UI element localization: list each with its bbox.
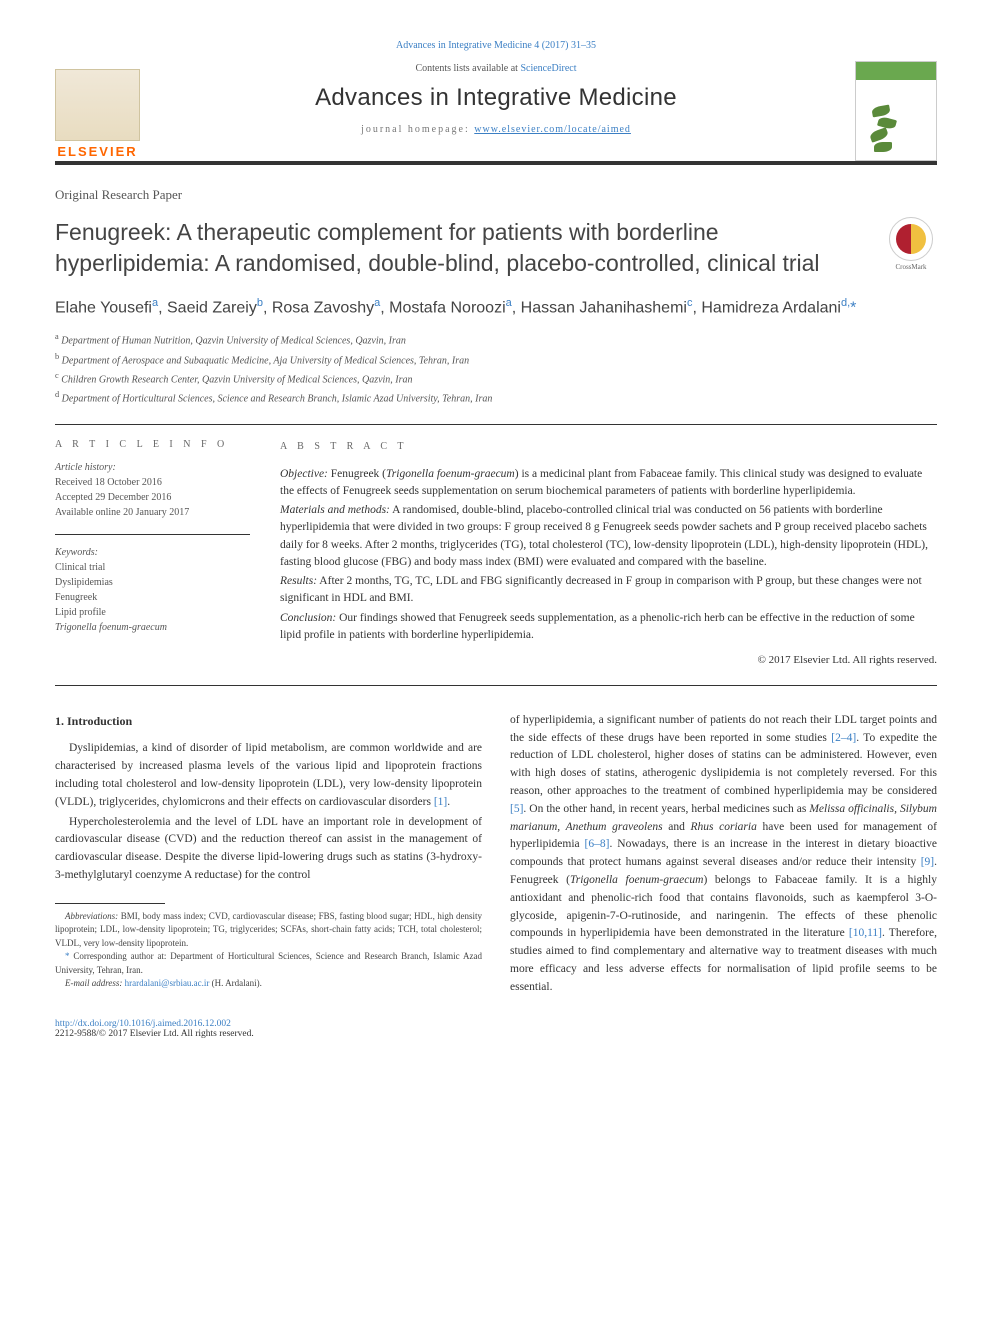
journal-name: Advances in Integrative Medicine [145, 84, 847, 112]
ref-link[interactable]: [10,11] [849, 927, 882, 939]
abstract-copyright: © 2017 Elsevier Ltd. All rights reserved… [280, 652, 937, 669]
journal-homepage-link[interactable]: www.elsevier.com/locate/aimed [474, 124, 631, 135]
crossmark-icon [896, 224, 926, 254]
article-history-label: Article history: [55, 460, 250, 475]
author-list: Elahe Yousefia, Saeid Zareiyb, Rosa Zavo… [55, 295, 937, 320]
affiliation-line: d Department of Horticultural Sciences, … [55, 388, 937, 407]
right-column: of hyperlipidemia, a significant number … [510, 712, 937, 999]
article-info-heading: A R T I C L E I N F O [55, 439, 250, 450]
abbreviations-text: BMI, body mass index; CVD, cardiovascula… [55, 911, 482, 948]
keywords-label: Keywords: [55, 545, 250, 560]
keyword: Fenugreek [55, 590, 250, 605]
abbreviations-label: Abbreviations: [65, 911, 118, 921]
sciencedirect-link[interactable]: ScienceDirect [520, 63, 576, 74]
doi-link[interactable]: http://dx.doi.org/10.1016/j.aimed.2016.1… [55, 1019, 231, 1029]
issn-copyright: 2212-9588/© 2017 Elsevier Ltd. All right… [55, 1029, 254, 1039]
left-column: 1. Introduction Dyslipidemias, a kind of… [55, 712, 482, 999]
article-info-column: A R T I C L E I N F O Article history: R… [55, 439, 250, 669]
ref-link[interactable]: [1] [434, 796, 447, 808]
doi-block: http://dx.doi.org/10.1016/j.aimed.2016.1… [55, 1019, 937, 1039]
history-line: Available online 20 January 2017 [55, 505, 250, 520]
affiliation-line: c Children Growth Research Center, Qazvi… [55, 369, 937, 388]
section-divider [55, 685, 937, 686]
article-title: Fenugreek: A therapeutic complement for … [55, 217, 865, 279]
keyword: Trigonella foenum-graecum [55, 620, 250, 635]
keyword: Lipid profile [55, 605, 250, 620]
contents-available-line: Contents lists available at ScienceDirec… [145, 63, 847, 74]
abstract-results: After 2 months, TG, TC, LDL and FBG sign… [280, 575, 922, 604]
running-header: Advances in Integrative Medicine 4 (2017… [55, 40, 937, 51]
intro-para-2-right: of hyperlipidemia, a significant number … [510, 712, 937, 997]
footnotes-rule [55, 903, 165, 904]
ref-link[interactable]: [2–4] [831, 732, 856, 744]
abstract-column: A B S T R A C T Objective: Fenugreek (Tr… [280, 439, 937, 669]
abstract-objective-label: Objective: [280, 468, 328, 480]
abstract-conclusion: Our findings showed that Fenugreek seeds… [280, 612, 915, 641]
elsevier-wordmark: ELSEVIER [55, 144, 140, 159]
elsevier-logo-box: ELSEVIER [55, 59, 145, 161]
elsevier-tree-icon [55, 69, 140, 141]
crossmark-badge[interactable]: CrossMark [885, 217, 937, 271]
ref-link[interactable]: [5] [510, 803, 523, 815]
journal-cover-thumbnail [855, 61, 937, 161]
keyword: Dyslipidemias [55, 575, 250, 590]
abstract-conclusion-label: Conclusion: [280, 612, 336, 624]
section-heading-intro: 1. Introduction [55, 712, 482, 731]
abstract-objective: Fenugreek (Trigonella foenum-graecum) is… [280, 468, 922, 497]
affiliation-line: b Department of Aerospace and Subaquatic… [55, 350, 937, 369]
abstract-results-label: Results: [280, 575, 317, 587]
ref-link[interactable]: [9] [921, 856, 934, 868]
footnotes: Abbreviations: BMI, body mass index; CVD… [55, 910, 482, 991]
email-label: E-mail address: [65, 978, 122, 988]
affiliations: a Department of Human Nutrition, Qazvin … [55, 330, 937, 407]
email-suffix: (H. Ardalani). [209, 978, 261, 988]
affiliation-line: a Department of Human Nutrition, Qazvin … [55, 330, 937, 349]
abstract-methods-label: Materials and methods: [280, 504, 390, 516]
intro-para-2-left: Hypercholesterolemia and the level of LD… [55, 814, 482, 885]
corresponding-author: Corresponding author at: Department of H… [55, 951, 482, 975]
abstract-heading: A B S T R A C T [280, 439, 937, 454]
history-line: Received 18 October 2016 [55, 475, 250, 490]
journal-header: ELSEVIER Contents lists available at Sci… [55, 59, 937, 165]
body-columns: 1. Introduction Dyslipidemias, a kind of… [55, 712, 937, 999]
running-header-link[interactable]: Advances in Integrative Medicine 4 (2017… [396, 40, 596, 51]
ref-link[interactable]: [6–8] [585, 838, 610, 850]
corresponding-email[interactable]: hrardalani@srbiau.ac.ir [125, 978, 210, 988]
article-type: Original Research Paper [55, 187, 937, 203]
journal-homepage-line: journal homepage: www.elsevier.com/locat… [145, 124, 847, 135]
history-line: Accepted 29 December 2016 [55, 490, 250, 505]
keyword: Clinical trial [55, 560, 250, 575]
intro-para-1: Dyslipidemias, a kind of disorder of lip… [55, 740, 482, 811]
section-divider [55, 424, 937, 425]
